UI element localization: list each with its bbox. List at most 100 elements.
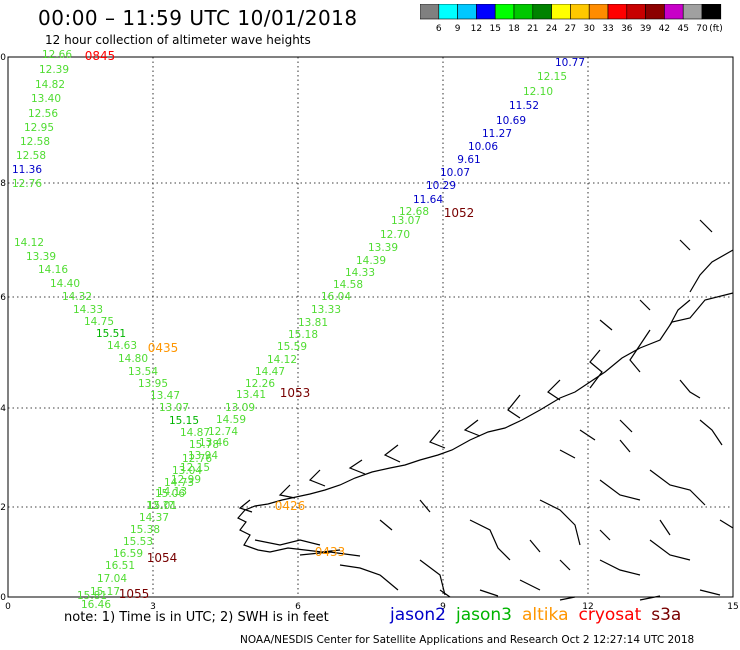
wave-height-value: 11.27 [482,128,512,140]
note-text: note: 1) Time is in UTC; 2) SWH is in fe… [64,610,329,625]
wave-height-value: 12.39 [39,64,69,76]
wave-height-value: 14.32 [62,291,92,303]
wave-height-value: 15.78 [189,439,219,451]
scale-label: 30 [583,24,595,34]
wave-height-value: 14.87 [180,427,210,439]
wave-height-value: 12.58 [20,136,50,148]
wave-height-value: 13.39 [368,242,398,254]
scale-label: 45 [677,24,688,34]
wave-height-value: 13.94 [188,450,218,462]
wave-height-value: 15.17 [90,586,120,598]
wave-height-value: 15.53 [123,536,153,548]
wave-height-value: 15.81 [77,590,107,602]
wave-height-value: 14.58 [333,279,363,291]
wave-height-value: 15.01 [147,500,177,512]
lat-lon-grid [7,56,734,598]
scale-label: 15 [489,24,500,34]
scale-label: 33 [602,24,613,34]
wave-height-value: 12.95 [24,122,54,134]
pass-time-labels: 0845 1052 0435 1053 1054 1055 0426 0433 [85,49,475,601]
wave-height-value: 15.51 [96,328,126,340]
legend-item-cryosat: cryosat [578,605,642,625]
map-title: 00:00 – 11:59 UTC 10/01/2018 [38,6,358,30]
wave-height-value: 13.07 [391,215,421,227]
wave-height-value: 14.39 [356,255,386,267]
wave-height-value: 14.40 [50,278,80,290]
wave-height-value: 15.15 [169,415,199,427]
lon-tick-label: 6 [295,602,301,612]
wave-height-value: 13.41 [236,389,266,401]
pass-time-label: 0845 [85,49,116,63]
wave-height-value: 14.33 [345,267,375,279]
wave-height-value: 14.82 [35,79,65,91]
wave-height-value: 14.16 [38,264,68,276]
wave-height-value: 12.56 [28,108,58,120]
wave-height-value: 13.04 [172,465,202,477]
lat-tick-label: 70 [0,53,6,63]
wave-height-value: 14.47 [255,366,285,378]
wave-height-value: 13.40 [31,93,61,105]
scale-label: 42 [659,24,670,34]
wave-height-value: 13.95 [138,378,168,390]
legend-item-jason3: jason3 [456,605,512,625]
legend-item-altika: altika [522,605,569,625]
wave-height-value: 17.04 [97,573,127,585]
wave-height-value: 13.07 [159,402,189,414]
wave-height-value: 13.81 [298,317,328,329]
pass-time-label: 0435 [148,341,179,355]
wave-height-value: 13.47 [150,390,180,402]
scale-label: 12 [471,24,482,34]
wave-height-value: 12.10 [523,86,553,98]
lat-tick-label: 68 [0,179,6,189]
wave-height-value: 12.58 [16,150,46,162]
wave-height-value: 14.59 [216,414,246,426]
wave-height-value: 11.52 [509,100,539,112]
wave-height-value: 15.59 [277,341,307,353]
map-subtitle: 12 hour collection of altimeter wave hei… [45,33,311,47]
wave-height-value: 14.73 [164,477,194,489]
wave-height-value: 10.29 [426,180,456,192]
lon-tick-label: 9 [440,602,446,612]
pass-time-label: 0433 [315,545,346,559]
wave-height-value: 13.46 [199,437,229,449]
wave-height-value: 12.99 [171,474,201,486]
scale-label: 36 [621,24,633,34]
scale-label: 39 [640,24,652,34]
pass-time-label: 1052 [444,206,475,220]
wave-height-value: 13.09 [225,402,255,414]
wave-height-value: 12.15 [537,71,567,83]
norway-coastline [237,219,734,601]
legend-item-s3a: s3a [651,605,682,625]
scale-label: 27 [565,24,576,34]
wave-height-value: 14.33 [73,304,103,316]
scale-label: 9 [455,24,461,34]
scale-swatch [701,4,722,20]
lon-tick-label: 12 [582,602,593,612]
wave-height-value: 11.64 [413,194,443,206]
lat-tick-label: 60 [0,593,6,603]
wave-height-value: 10.06 [468,141,498,153]
wave-height-value: 10.07 [440,167,470,179]
wave-height-value: 16.59 [113,548,143,560]
wave-height-value: 14.13 [157,486,187,498]
wave-height-value: 12.70 [380,229,410,241]
lat-tick-label: 64 [0,404,6,414]
wave-height-value: 12.68 [399,206,429,218]
wave-height-value: 13.54 [128,366,158,378]
scale-label: 21 [527,24,538,34]
wave-height-value: 12.76 [12,178,42,190]
wave-height-value: 12.76 [182,453,212,465]
satellite-legend: jason2 jason3 altika cryosat s3a [390,605,691,625]
wave-height-value: 15.06 [155,488,185,500]
wave-height-value: 14.80 [118,353,148,365]
scale-label: 6 [436,24,442,34]
lon-tick-label: 15 [727,602,738,612]
wave-height-value: 14.37 [139,512,169,524]
wave-height-value: 15.18 [288,329,318,341]
wave-height-value: 15.38 [130,524,160,536]
wave-height-value: 14.63 [107,340,137,352]
wave-height-value: 12.74 [208,426,238,438]
wave-height-value: 9.61 [457,154,480,166]
wave-height-value: 14.75 [84,316,114,328]
wave-height-value: 10.77 [555,57,585,69]
